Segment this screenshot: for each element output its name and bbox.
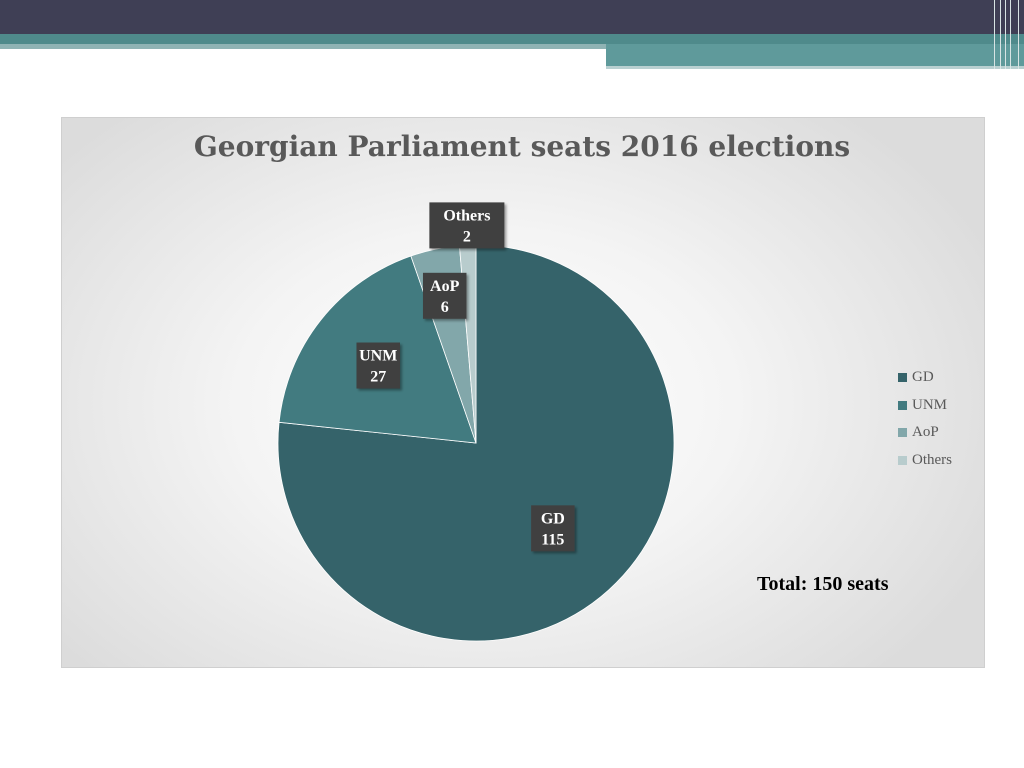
data-label-value: 6 <box>441 299 449 316</box>
legend: GD UNM AoP Others <box>898 364 952 474</box>
data-label-unm: UNM 27 <box>356 342 400 389</box>
header-band-right <box>606 44 1024 66</box>
legend-swatch <box>898 428 907 438</box>
header-band-right-light <box>606 66 1024 69</box>
data-label-name: AoP <box>430 278 460 295</box>
legend-label: UNM <box>912 396 948 413</box>
legend-item-unm: UNM <box>898 392 952 420</box>
legend-label: GD <box>912 369 934 386</box>
header-band <box>0 34 1024 44</box>
data-label-value: 27 <box>370 369 386 386</box>
header-band-light <box>0 44 606 49</box>
legend-item-others: Others <box>898 447 952 475</box>
pie-chart: GD 115 UNM 27 AoP 6 Others 2 <box>277 202 675 642</box>
legend-label: AoP <box>912 424 939 441</box>
data-label-value: 115 <box>541 531 564 548</box>
data-label-name: UNM <box>359 348 397 365</box>
data-label-aop: AoP 6 <box>422 272 467 319</box>
chart-area: Georgian Parliament seats 2016 elections… <box>61 117 985 668</box>
pie-slice-gd <box>277 244 675 642</box>
chart-title: Georgian Parliament seats 2016 elections <box>193 130 851 163</box>
legend-label: Others <box>912 451 952 468</box>
total-annotation: Total: 150 seats <box>757 573 889 595</box>
legend-swatch <box>898 455 907 465</box>
legend-item-gd: GD <box>898 364 952 392</box>
legend-swatch <box>898 400 907 410</box>
data-label-others: Others 2 <box>429 202 505 249</box>
legend-swatch <box>898 373 907 383</box>
data-label-name: GD <box>541 510 565 527</box>
legend-item-aop: AoP <box>898 419 952 447</box>
top-dark-bar <box>0 0 1024 34</box>
data-label-gd: GD 115 <box>531 505 575 552</box>
data-label-value: 2 <box>463 228 471 245</box>
decorative-vertical-lines <box>990 0 1024 69</box>
data-label-name: Others <box>443 207 490 224</box>
